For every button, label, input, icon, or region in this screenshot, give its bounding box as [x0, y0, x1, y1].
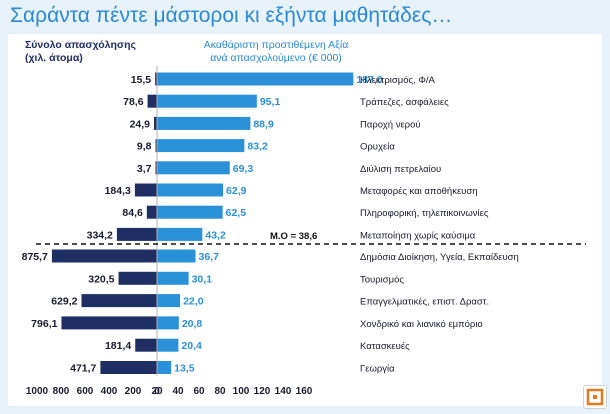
value-added-value-label: 36,7: [199, 251, 220, 263]
category-label: Κατασκευές: [360, 341, 410, 352]
value-added-bar: [157, 72, 354, 86]
value-added-value-label: 69,3: [233, 163, 254, 175]
category-label: Πληροφορική, τηλεπικοινωνίες: [360, 208, 489, 219]
value-added-value-label: 13,5: [174, 363, 195, 375]
value-added-value-label: 83,2: [247, 141, 268, 153]
value-added-bar: [157, 116, 251, 130]
x-tick-label: 40: [172, 386, 184, 397]
category-label: Ορυχεία: [360, 142, 395, 153]
value-added-value-label: 88,9: [253, 118, 274, 130]
category-label: Γεωργία: [360, 364, 395, 375]
employment-bar: [155, 139, 157, 153]
value-added-bar: [157, 338, 179, 352]
employment-bar: [146, 205, 157, 219]
employment-value-label: 334,2: [87, 229, 113, 241]
employment-value-label: 24,9: [130, 118, 151, 130]
left-header-line-2: (χιλ. άτομα): [25, 52, 83, 64]
x-tick-label: 60: [193, 386, 205, 397]
value-added-bar: [157, 249, 196, 263]
employment-value-label: 471,7: [70, 363, 96, 375]
employment-bar: [155, 72, 157, 86]
value-added-bar: [157, 205, 223, 219]
category-label: Μεταποίηση χωρίς καύσιμα: [360, 230, 476, 241]
employment-bar: [155, 161, 157, 175]
employment-value-label: 184,3: [105, 185, 131, 197]
employment-value-label: 181,4: [105, 340, 131, 352]
right-axis-header: Ακαθάριστη προστιθέμενη Αξία ανά απασχολ…: [176, 39, 376, 65]
x-tick-label: 200: [125, 386, 142, 397]
value-added-bar: [157, 139, 245, 153]
employment-bar: [118, 271, 157, 285]
value-added-bar: [157, 361, 172, 374]
x-tick-label: 1000: [26, 386, 49, 397]
employment-bar: [134, 183, 157, 197]
employment-value-label: 15,5: [131, 74, 152, 86]
chart-title: Σαράντα πέντε μάστοροι κι εξήντα μαθητάδ…: [10, 4, 453, 27]
x-tick-label: 140: [275, 386, 292, 397]
employment-value-label: 84,6: [122, 207, 143, 219]
value-added-value-label: 20,4: [181, 340, 202, 352]
x-tick-label: 80: [214, 386, 226, 397]
value-added-value-label: 95,1: [260, 96, 281, 108]
value-added-value-label: 187,0: [356, 74, 382, 86]
x-tick-label: 100: [233, 386, 250, 397]
employment-value-label: 629,2: [51, 296, 77, 308]
employment-bar: [135, 338, 157, 352]
chart-panel: [8, 34, 602, 406]
employment-value-label: 78,6: [123, 96, 144, 108]
employment-bar: [116, 227, 157, 241]
employment-bar: [51, 249, 157, 263]
left-axis-header: Σύνολο απασχόλησης (χιλ. άτομα): [25, 39, 136, 65]
value-added-value-label: 30,1: [192, 273, 213, 285]
employment-bar: [147, 94, 157, 108]
x-tick-label: 400: [101, 386, 118, 397]
value-added-value-label: 22,0: [183, 296, 204, 308]
value-added-bar: [157, 316, 179, 330]
employment-bar: [61, 316, 157, 330]
employment-bar: [100, 361, 157, 374]
employment-bar: [81, 294, 157, 308]
right-header-line-1: Ακαθάριστη προστιθέμενη Αξία: [203, 39, 349, 51]
category-label: Παροχή νερού: [360, 119, 421, 130]
employment-value-label: 796,1: [31, 318, 57, 330]
value-added-bar: [157, 294, 181, 308]
employment-value-label: 320,5: [88, 273, 114, 285]
employment-value-label: 3,7: [137, 163, 152, 175]
value-added-value-label: 62,5: [226, 207, 247, 219]
right-header-line-2: ανά απασχολούμενο (€ 000): [210, 52, 342, 64]
value-added-bar: [157, 271, 189, 285]
employment-value-label: 875,7: [22, 251, 48, 263]
value-added-bar: [157, 227, 203, 241]
category-label: Ηλεκτρισμός, Φ/Α: [360, 75, 436, 86]
value-added-value-label: 62,9: [226, 185, 247, 197]
category-label: Τράπεζες, ασφάλειες: [360, 97, 449, 108]
employment-value-label: 9,8: [137, 141, 152, 153]
x-tick-label: 120: [254, 386, 271, 397]
value-added-bar: [157, 183, 224, 197]
left-header-line-1: Σύνολο απασχόλησης: [25, 39, 136, 51]
publisher-logo-icon: [583, 385, 607, 409]
x-tick-label: 20: [151, 386, 163, 397]
category-label: Μεταφορές και αποθήκευση: [360, 186, 478, 197]
reference-average-label: Μ.Ο = 38,6: [270, 231, 317, 242]
value-added-bar: [157, 94, 257, 108]
value-added-bar: [157, 161, 230, 175]
x-tick-label: 600: [77, 386, 94, 397]
category-label: Διύλιση πετρελαίου: [360, 164, 441, 175]
category-label: Δημόσια Διοίκηση, Υγεία, Εκπαίδευση: [360, 252, 519, 263]
x-tick-label: 0: [154, 386, 160, 397]
value-added-value-label: 43,2: [205, 229, 226, 241]
x-tick-label: 160: [296, 386, 313, 397]
category-label: Επαγγελματικές, επιστ. Δραστ.: [360, 297, 489, 308]
category-label: Χονδρικό και λιανικό εμπόριο: [360, 319, 483, 330]
employment-bar: [154, 116, 157, 130]
value-added-value-label: 20,8: [182, 318, 203, 330]
category-label: Τουρισμός: [360, 274, 404, 285]
x-tick-label: 800: [53, 386, 70, 397]
